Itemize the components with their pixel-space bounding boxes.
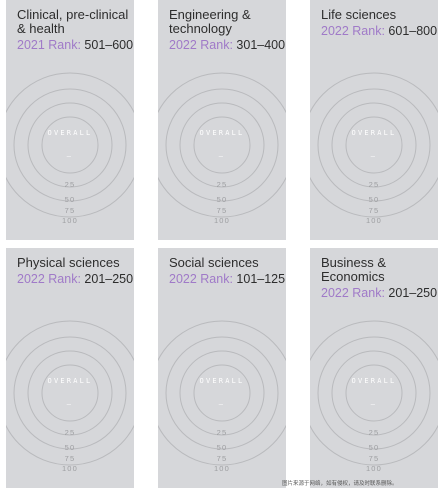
overall-label: OVERALL (200, 129, 245, 137)
rank-value: 101–125 (236, 272, 286, 286)
tick-50: 50 (65, 195, 76, 204)
subject-title: Physical sciences (17, 255, 120, 270)
tick-100: 100 (366, 464, 382, 473)
overall-label: OVERALL (48, 129, 93, 137)
overall-score-dash: — (371, 400, 377, 408)
subject-card-social-sciences[interactable]: Social sciences 2022 Rank: 101–125 OVERA… (158, 248, 286, 488)
tick-25: 25 (65, 428, 76, 437)
tick-50: 50 (217, 195, 228, 204)
overall-label: OVERALL (200, 377, 245, 385)
subject-rank: 2022 Rank: 101–125 (169, 272, 285, 286)
tick-25: 25 (217, 180, 228, 189)
tick-25: 25 (65, 180, 76, 189)
subject-card-clinical[interactable]: Clinical, pre-clinical & health 2021 Ran… (6, 0, 134, 240)
subject-card-life-sciences[interactable]: Life sciences 2022 Rank: 601–800 OVERALL… (310, 0, 438, 240)
tick-25: 25 (369, 180, 380, 189)
rank-label: 2022 Rank: (169, 38, 233, 52)
overall-score-radar: OVERALL — 25 50 75 100 (158, 72, 286, 225)
subject-card-physical-sciences[interactable]: Physical sciences 2022 Rank: 201–250 OVE… (6, 248, 134, 488)
tick-100: 100 (214, 216, 230, 225)
overall-label: OVERALL (352, 129, 397, 137)
subject-title: Engineering & technology (169, 7, 251, 36)
rank-value: 201–250 (84, 272, 134, 286)
subject-card-engineering[interactable]: Engineering & technology 2022 Rank: 301–… (158, 0, 286, 240)
subject-rank: 2022 Rank: 201–250 (17, 272, 133, 286)
tick-75: 75 (217, 206, 228, 215)
rank-label: 2022 Rank: (321, 24, 385, 38)
tick-50: 50 (65, 443, 76, 452)
rank-value: 601–800 (388, 24, 438, 38)
overall-label: OVERALL (48, 377, 93, 385)
tick-75: 75 (217, 454, 228, 463)
subject-title: Life sciences (321, 7, 397, 22)
rank-value: 501–600 (84, 38, 134, 52)
tick-50: 50 (369, 195, 380, 204)
rank-value: 201–250 (388, 286, 438, 300)
overall-label: OVERALL (352, 377, 397, 385)
overall-score-dash: — (67, 400, 73, 408)
rank-label: 2022 Rank: (169, 272, 233, 286)
overall-score-dash: — (219, 152, 225, 160)
overall-score-radar: OVERALL — 25 50 75 100 (310, 320, 438, 473)
overall-score-dash: — (219, 400, 225, 408)
overall-score-radar: OVERALL — 25 50 75 100 (6, 72, 134, 225)
overall-score-radar: OVERALL — 25 50 75 100 (6, 320, 134, 473)
tick-100: 100 (62, 216, 78, 225)
overall-score-dash: — (67, 152, 73, 160)
tick-75: 75 (369, 454, 380, 463)
tick-50: 50 (217, 443, 228, 452)
subject-title: Business & Economics (321, 255, 387, 284)
subject-title: Social sciences (169, 255, 259, 270)
rank-label: 2022 Rank: (17, 272, 81, 286)
rank-value: 301–400 (236, 38, 286, 52)
subject-rank: 2022 Rank: 601–800 (321, 24, 437, 38)
tick-75: 75 (369, 206, 380, 215)
subject-rank: 2021 Rank: 501–600 (17, 38, 133, 52)
rank-label: 2021 Rank: (17, 38, 81, 52)
overall-score-radar: OVERALL — 25 50 75 100 (158, 320, 286, 473)
tick-50: 50 (369, 443, 380, 452)
overall-score-dash: — (371, 152, 377, 160)
subject-rank: 2022 Rank: 301–400 (169, 38, 285, 52)
subject-rank: 2022 Rank: 201–250 (321, 286, 437, 300)
rank-label: 2022 Rank: (321, 286, 385, 300)
image-source-watermark: 图片来源于网络，如有侵权，请及时联系删除。 (282, 481, 398, 487)
subject-title: Clinical, pre-clinical & health (17, 7, 129, 36)
overall-score-radar: OVERALL — 25 50 75 100 (310, 72, 438, 225)
tick-100: 100 (214, 464, 230, 473)
tick-25: 25 (369, 428, 380, 437)
tick-75: 75 (65, 454, 76, 463)
tick-75: 75 (65, 206, 76, 215)
tick-100: 100 (366, 216, 382, 225)
tick-100: 100 (62, 464, 78, 473)
tick-25: 25 (217, 428, 228, 437)
subject-card-business-economics[interactable]: Business & Economics 2022 Rank: 201–250 … (310, 248, 438, 488)
